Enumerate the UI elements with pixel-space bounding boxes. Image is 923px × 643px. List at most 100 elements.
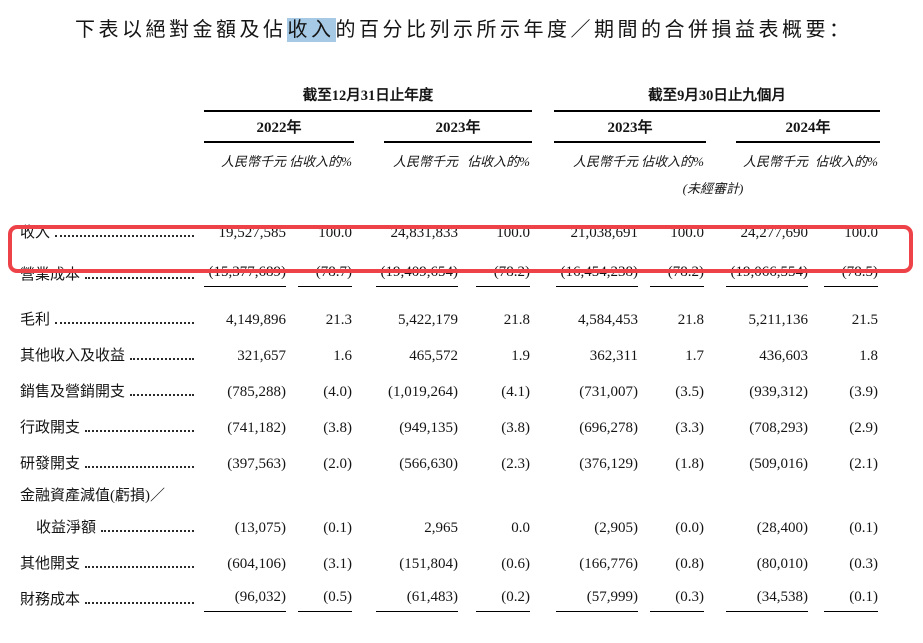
cell-value: (0.1) [323,519,352,536]
col-header-amount: 人民幣千元 [742,154,808,169]
cell-value: (15,377,689) [204,264,286,287]
dot-leader [55,322,194,325]
period-group-fy: 截至12月31日止年度 [204,84,532,112]
column-gap [532,374,554,410]
cell-value: (708,293) [749,419,808,436]
column-gap [532,546,554,582]
row-label: 金融資產減值(虧損)／ [20,487,165,504]
cell-value: (0.5) [298,589,352,612]
table-row: 營業成本 (15,377,689) (78.7) (19,409,654) (78.2)… [20,254,880,296]
cell-value: (3.9) [849,383,878,400]
row-label: 銷售及營銷開支 [20,383,126,400]
row-label: 收益淨額 [36,519,97,536]
column-header-row: 人民幣千元 佔收入的% 人民幣千元 佔收入的% 人民幣千元 佔收入的% 人民幣千… [20,146,880,176]
cell-value: 436,603 [759,347,808,364]
cell-value: 2,965 [424,519,458,536]
table-row: 其他開支 (604,106) (3.1) (151,804) (0.6) (166,776… [20,546,880,582]
cell-value: 321,657 [237,347,286,364]
cell-value: (3.8) [323,419,352,436]
year-2023-9m: 2023年 [554,116,706,143]
cell-value: (3.3) [675,419,704,436]
cell-value: (4.1) [501,383,530,400]
column-gap [532,84,554,112]
cell-value: (16,454,238) [556,264,638,287]
cell-value: 1.9 [511,347,530,364]
dot-leader [130,358,194,361]
cell-value: 21.3 [325,311,352,328]
cell-value: (604,106) [227,555,286,572]
cell-value: (0.8) [675,555,704,572]
col-header-amount: 人民幣千元 [572,154,638,169]
table-row: 研發開支 (397,563) (2.0) (566,630) (2.3) (376,129… [20,446,880,482]
cell-value: 1.6 [333,347,352,364]
column-gap [532,582,554,618]
row-label: 其他收入及收益 [20,347,126,364]
cell-value: (78.2) [476,264,530,287]
cell-value: (2.3) [501,455,530,472]
cell-value: (785,288) [227,383,286,400]
cell-value: 24,277,690 [740,224,809,241]
row-label: 毛利 [20,311,51,328]
cell-value: (19,409,654) [376,264,458,287]
income-statement-body: 收入 19,527,585 100.0 24,831,833 100.0 21,038,6… [20,212,880,618]
table-row: 毛利 4,149,896 21.3 5,422,179 21.8 4,584,453 21.… [20,302,880,338]
cell-value: 21.5 [851,311,878,328]
title-text-pre: 下表以絕對金額及佔 [75,19,287,41]
column-gap [532,446,554,482]
row-label: 營業成本 [20,266,81,283]
cell-value: (78.2) [650,264,704,287]
col-header-pct: 佔收入的% [815,154,878,169]
cell-value: (0.1) [849,519,878,536]
column-gap [532,212,554,254]
page-title: 下表以絕對金額及佔收入的百分比列示所示年度／期間的合併損益表概要： [75,16,923,44]
column-gap [532,338,554,374]
income-statement-table: 截至12月31日止年度 截至9月30日止九個月 2022年 2023年 2023… [20,84,880,618]
cell-value: 100.0 [670,224,704,241]
column-gap [532,254,554,296]
cell-value: (2.1) [849,455,878,472]
cell-value: (939,312) [749,383,808,400]
column-gap [532,410,554,446]
cell-value: (696,278) [579,419,638,436]
cell-value: 4,584,453 [578,311,638,328]
cell-value: 1.7 [685,347,704,364]
column-gap [532,510,554,546]
cell-value: (509,016) [749,455,808,472]
highlighted-term: 收入 [286,18,336,42]
dot-leader [85,430,194,433]
dot-leader [85,602,194,605]
row-label: 財務成本 [20,591,81,608]
cell-value: (96,032) [204,589,286,612]
cell-value: (949,135) [399,419,458,436]
title-text-post: 的百分比列示所示年度／期間的合併損益表概要： [335,19,853,41]
table-row: 財務成本 (96,032) (0.5) (61,483) (0.2) (57,999) (0… [20,582,880,618]
cell-value: (80,010) [756,555,808,572]
table-row: 其他收入及收益 321,657 1.6 465,572 1.9 362,311 1.7 436… [20,338,880,374]
row-label: 收入 [20,224,51,241]
cell-value: 21,038,691 [570,224,639,241]
dot-leader [85,566,194,569]
table-row: 收入 19,527,585 100.0 24,831,833 100.0 21,038,6… [20,212,880,254]
cell-value: (0.2) [476,589,530,612]
cell-value: (741,182) [227,419,286,436]
col-header-pct: 佔收入的% [289,154,352,169]
column-gap [532,302,554,338]
table-row: 行政開支 (741,182) (3.8) (949,135) (3.8) (696,278… [20,410,880,446]
cell-value: 1.8 [859,347,878,364]
col-header-amount: 人民幣千元 [220,154,286,169]
cell-value: (3.1) [323,555,352,572]
cell-value: (0.3) [650,589,704,612]
cell-value: (397,563) [227,455,286,472]
col-header-pct: 佔收入的% [641,154,704,169]
cell-value: (731,007) [579,383,638,400]
cell-value: 24,831,833 [390,224,459,241]
dot-leader [85,466,194,469]
cell-value: (57,999) [556,589,638,612]
cell-value: 0.0 [511,519,530,536]
dot-leader [85,277,194,280]
period-group-9m: 截至9月30日止九個月 [554,84,880,112]
period-group-header-row: 截至12月31日止年度 截至9月30日止九個月 [20,84,880,112]
dot-leader [130,394,194,397]
cell-value: (3.5) [675,383,704,400]
prospectus-page: 下表以絕對金額及佔收入的百分比列示所示年度／期間的合併損益表概要： 截至12月3… [0,16,923,643]
